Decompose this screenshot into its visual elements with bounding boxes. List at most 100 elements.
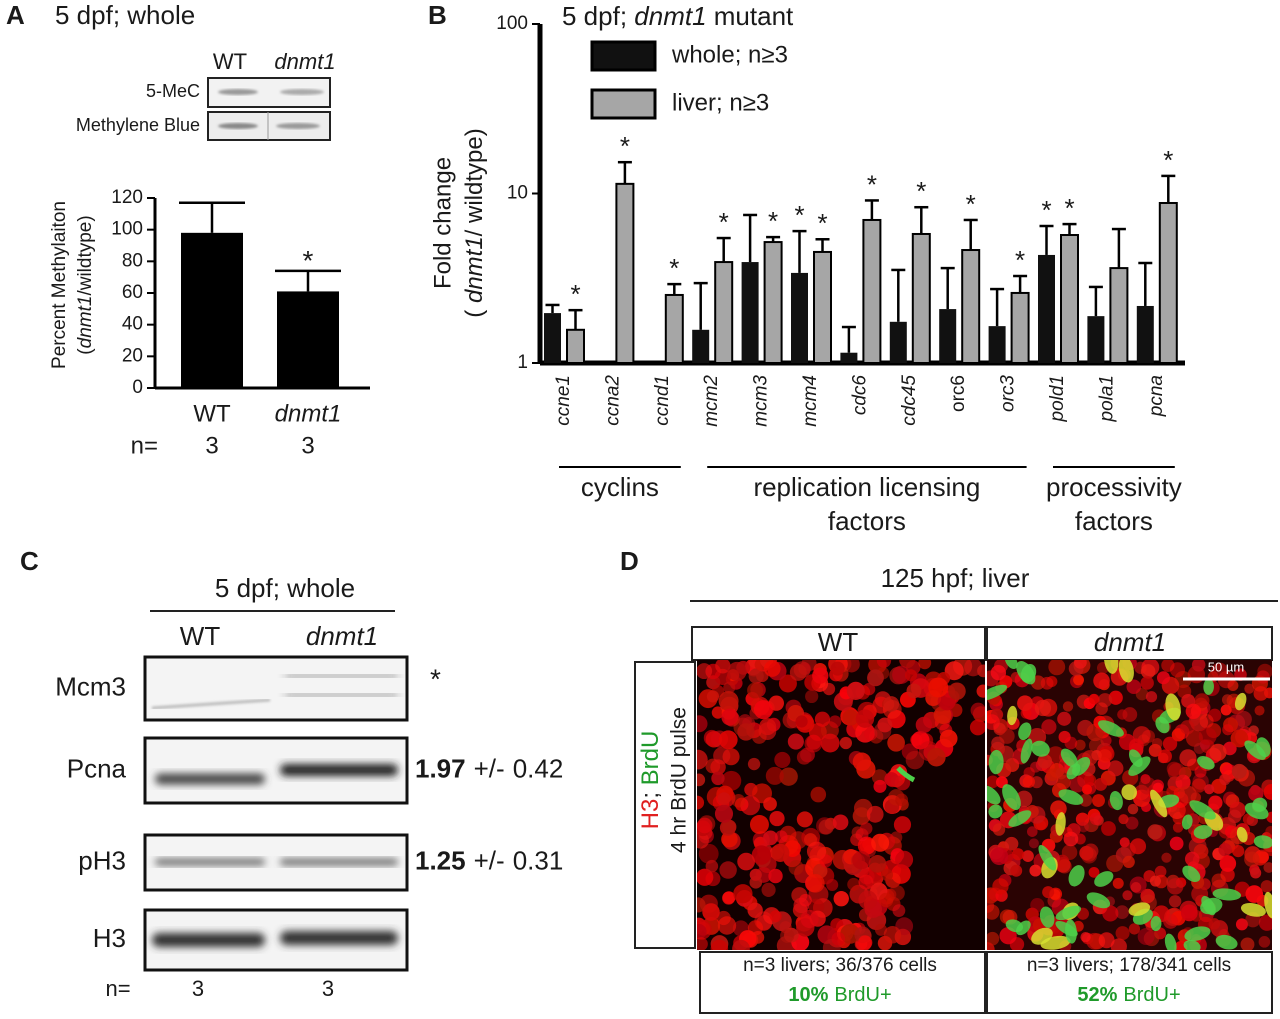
nucleus xyxy=(1166,878,1184,895)
brdu-nucleus xyxy=(1164,933,1177,950)
brdu-nucleus xyxy=(1007,705,1018,726)
band xyxy=(285,675,398,677)
count-text: n=3 livers; 36/376 cells xyxy=(743,955,937,976)
brdu-nucleus xyxy=(1215,934,1238,950)
nucleus xyxy=(1022,775,1035,788)
nucleus xyxy=(711,706,725,719)
nucleus xyxy=(1194,765,1207,778)
nucleus xyxy=(1022,850,1034,863)
nucleus xyxy=(1184,851,1200,867)
brdu-nucleus xyxy=(1189,800,1216,820)
nucleus xyxy=(1119,837,1130,848)
nucleus xyxy=(1011,848,1025,861)
nucleus xyxy=(883,926,902,944)
group-label: replication licensing xyxy=(753,472,980,502)
nucleus xyxy=(747,757,761,771)
nucleus xyxy=(893,816,912,834)
nucleus xyxy=(1199,714,1214,729)
group-label: processivity xyxy=(1046,472,1182,502)
nucleus xyxy=(1185,703,1202,720)
brdu-nucleus xyxy=(1252,797,1268,812)
brdu-nucleus xyxy=(987,785,1001,805)
nucleus xyxy=(1122,855,1135,868)
nucleus xyxy=(915,716,933,734)
nucleus xyxy=(876,660,892,668)
nucleus xyxy=(1156,671,1170,685)
chart-a: 0 20 40 60 80 100 120 WT dnmt1 * n= 3 3 xyxy=(111,187,370,459)
brdu-nucleus xyxy=(1065,919,1077,944)
nucleus xyxy=(1040,676,1054,690)
bar xyxy=(1038,254,1055,363)
nucleus xyxy=(939,729,958,748)
nucleus xyxy=(904,669,918,682)
nucleus xyxy=(831,931,846,946)
nucleus xyxy=(788,859,804,876)
nucleus xyxy=(1088,693,1100,705)
nucleus xyxy=(890,775,903,788)
nucleus xyxy=(840,924,861,944)
bar xyxy=(714,261,734,364)
nucleus xyxy=(1030,898,1045,913)
nucleus xyxy=(717,792,731,806)
nucleus xyxy=(944,661,964,681)
band xyxy=(152,933,265,947)
nucleus xyxy=(928,677,949,698)
nucleus xyxy=(1244,851,1260,867)
panel-label: C xyxy=(20,546,39,576)
nucleus xyxy=(1149,875,1161,887)
nucleus xyxy=(1037,753,1053,769)
nucleus xyxy=(1185,729,1203,747)
brdu-nucleus xyxy=(988,804,1003,819)
band xyxy=(280,764,398,776)
nucleus xyxy=(1057,711,1072,726)
y-axis-label: Percent Methylaiton xyxy=(49,201,70,369)
nucleus xyxy=(906,683,922,699)
nucleus xyxy=(780,928,795,943)
nucleus xyxy=(1208,795,1223,810)
nucleus xyxy=(1074,739,1086,751)
bar xyxy=(763,241,783,364)
nucleus xyxy=(1029,864,1042,877)
significance: * xyxy=(1064,193,1074,223)
panel-title: 5 dpf; dnmt1 mutant xyxy=(562,1,794,31)
brdu-nucleus xyxy=(1058,789,1084,805)
bar xyxy=(566,328,585,365)
x-tick-label: orc3 xyxy=(998,375,1019,412)
nucleus xyxy=(895,793,909,807)
brdu-nucleus xyxy=(1103,660,1119,674)
nucleus xyxy=(1115,926,1130,941)
nucleus xyxy=(987,942,995,950)
sd: 0.42 xyxy=(513,753,564,783)
nucleus xyxy=(721,708,739,726)
nucleus xyxy=(1064,736,1078,750)
nucleus xyxy=(990,665,1007,681)
micrograph-wt xyxy=(697,660,985,950)
nucleus xyxy=(1055,767,1068,780)
nucleus xyxy=(1115,905,1130,920)
nucleus xyxy=(737,723,755,741)
nucleus xyxy=(889,885,905,901)
band xyxy=(285,694,398,696)
nucleus xyxy=(987,714,1000,731)
blot-row: Methylene Blue xyxy=(76,115,200,135)
x-tick-label: pold1 xyxy=(1047,375,1068,423)
nucleus xyxy=(1130,838,1147,855)
brdu-nucleus xyxy=(1236,826,1248,843)
y-tick-label: 1 xyxy=(517,352,528,373)
column-label: dnmt1 xyxy=(306,621,378,651)
nucleus xyxy=(1166,761,1182,777)
bar xyxy=(741,262,759,363)
nucleus xyxy=(748,668,764,684)
nucleus xyxy=(810,786,827,803)
n-value: 3 xyxy=(301,432,314,459)
nucleus xyxy=(1122,707,1138,722)
nucleus xyxy=(1062,827,1073,838)
nucleus xyxy=(1250,867,1262,879)
column-label: dnmt1 xyxy=(1094,627,1166,657)
band xyxy=(151,698,271,710)
bar xyxy=(181,232,243,388)
nucleus xyxy=(855,709,875,728)
nucleus xyxy=(722,891,736,905)
nucleus xyxy=(799,893,812,907)
column-label: WT xyxy=(818,627,859,657)
